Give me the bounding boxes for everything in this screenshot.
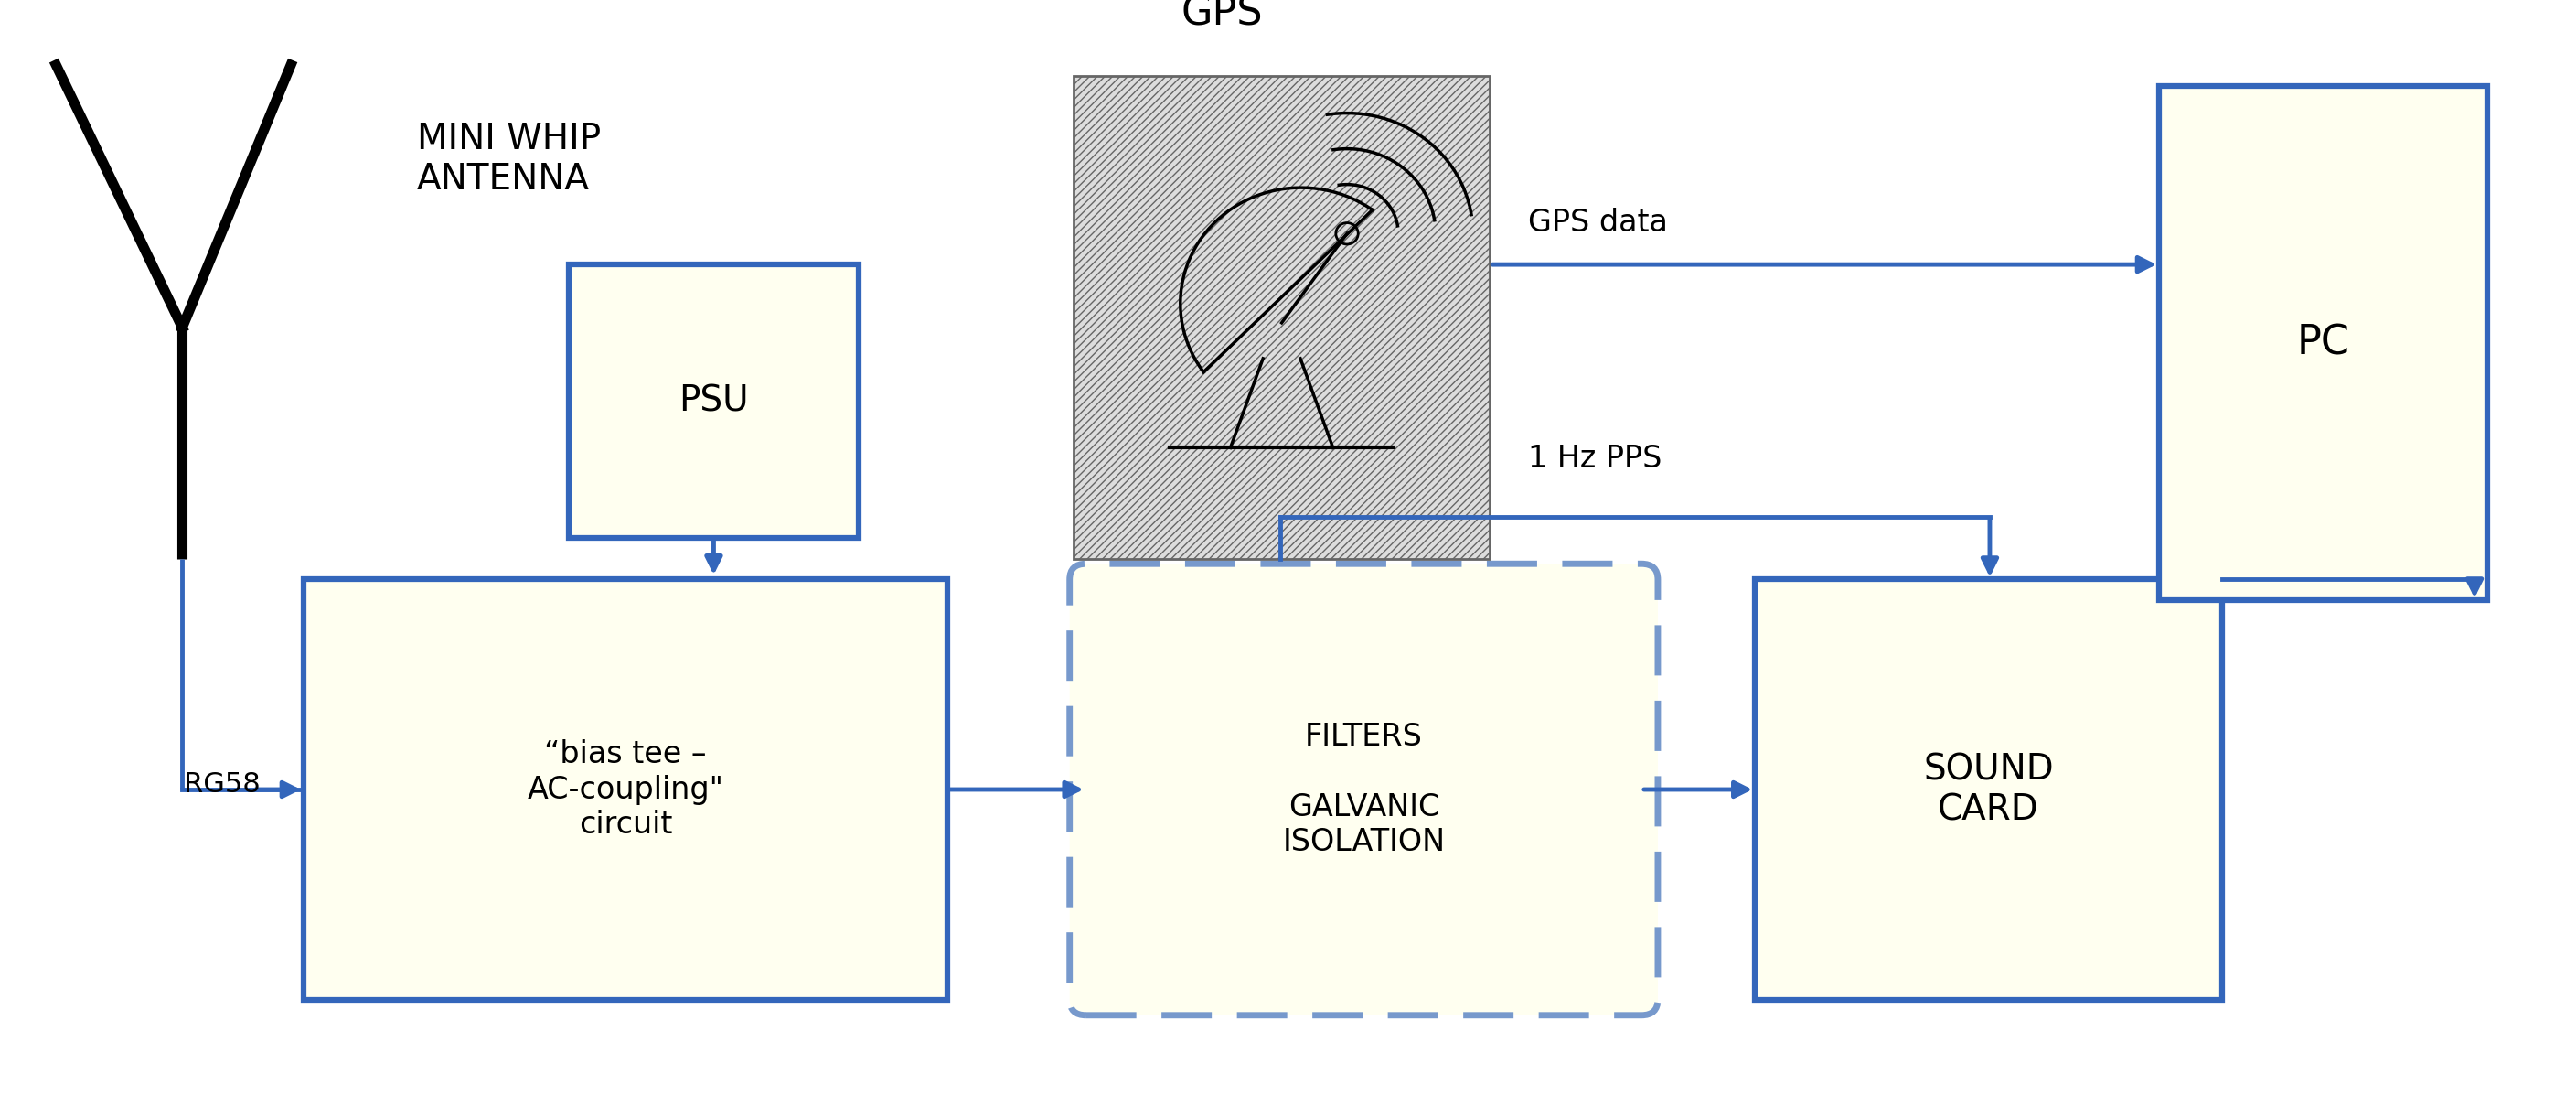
Bar (569, 265, 858, 537)
Text: GPS data: GPS data (1528, 208, 1667, 238)
Text: FILTERS

GALVANIC
ISOLATION: FILTERS GALVANIC ISOLATION (1283, 722, 1445, 857)
Text: PC: PC (2298, 324, 2349, 363)
FancyBboxPatch shape (1069, 564, 1659, 1015)
Text: PSU: PSU (677, 383, 750, 419)
Text: “bias tee –
AC-coupling"
circuit: “bias tee – AC-coupling" circuit (528, 739, 724, 840)
Text: 1 Hz PPS: 1 Hz PPS (1528, 443, 1662, 474)
Bar (1754, 580, 2223, 1000)
Text: SOUND
CARD: SOUND CARD (1924, 752, 2053, 827)
Bar (1074, 76, 1489, 558)
Bar (2159, 86, 2486, 601)
Text: MINI WHIP
ANTENNA: MINI WHIP ANTENNA (417, 122, 600, 197)
Text: GPS: GPS (1180, 0, 1262, 34)
Text: RG58: RG58 (183, 771, 260, 798)
Bar (304, 580, 948, 1000)
